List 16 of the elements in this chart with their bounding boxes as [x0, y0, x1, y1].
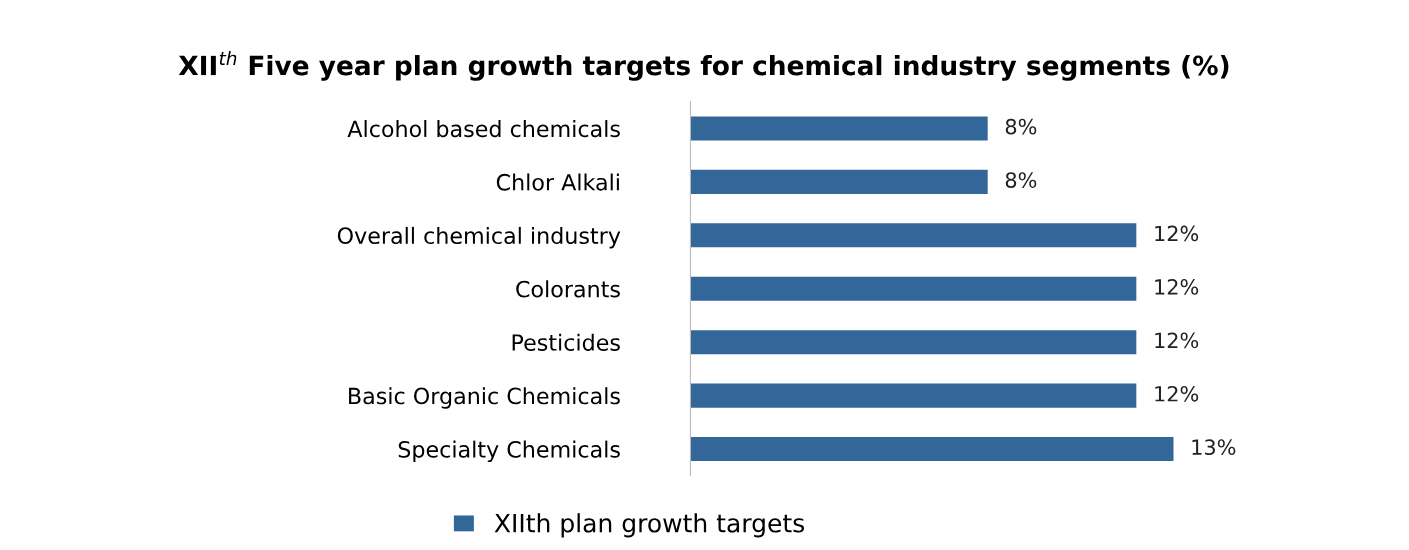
- y-tick-label: Specialty Chemicals: [398, 440, 620, 463]
- y-tick-label: Colorants: [516, 280, 620, 298]
- y-tick-label: Alcohol based chemicals: [347, 120, 620, 138]
- y-tick-label: Basic Organic Chemicals: [349, 387, 620, 409]
- legend-label: XIIth plan growth targets: [494, 513, 804, 538]
- chart-title: XII$^{th}$ Five year plan growth targets for chemical industry segments (%): [178, 50, 1229, 81]
- data-label: 12%: [1155, 385, 1199, 402]
- data-label: 12%: [1155, 332, 1199, 349]
- y-tick-label: Overall chemical industry: [337, 226, 621, 249]
- y-tick-label: Chlor Alkali: [496, 173, 619, 191]
- data-label: 12%: [1155, 279, 1199, 295]
- y-tick-label: Pesticides: [512, 333, 620, 351]
- data-label: 8%: [1005, 172, 1037, 188]
- data-label: 12%: [1155, 225, 1199, 242]
- data-label: 13%: [1192, 439, 1236, 456]
- data-label: 8%: [1005, 118, 1037, 135]
